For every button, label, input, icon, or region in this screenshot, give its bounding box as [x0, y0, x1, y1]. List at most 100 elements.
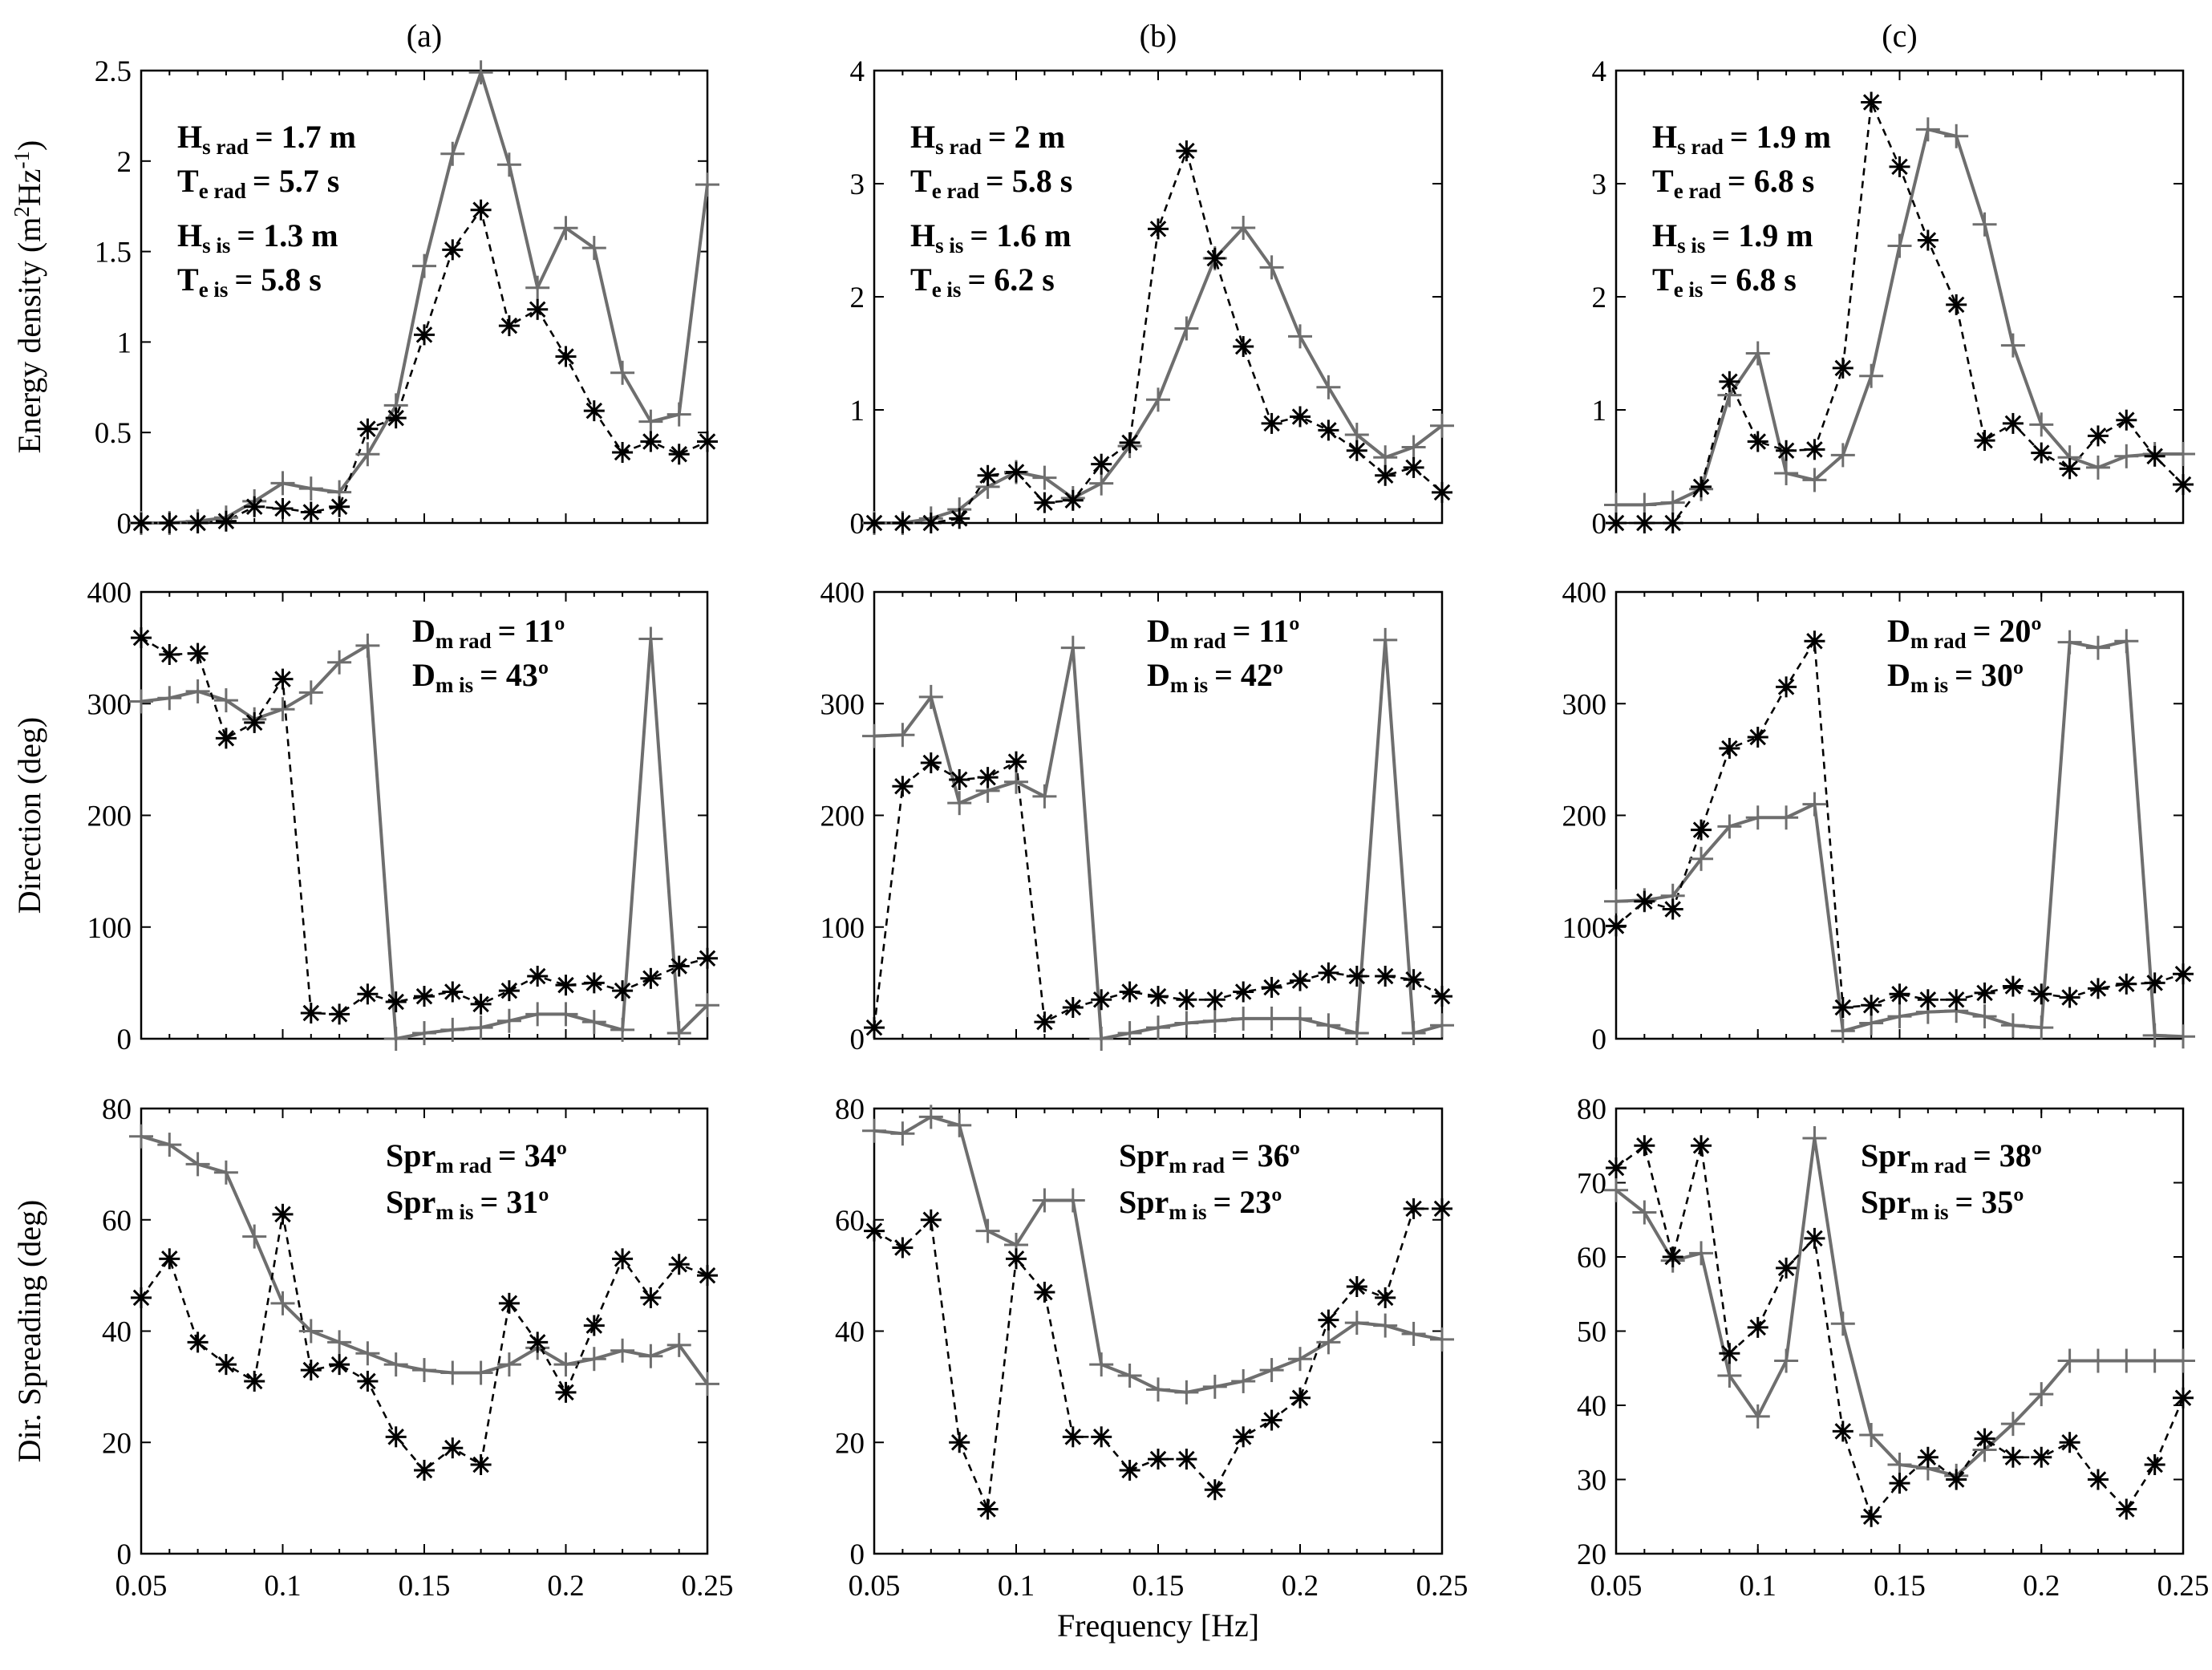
- x-tick-label: 0.25: [682, 1570, 734, 1603]
- is-point-marker: [414, 986, 435, 1007]
- is-point-marker: [1034, 1011, 1055, 1033]
- is-point-marker: [300, 501, 322, 523]
- rad-point-marker: [1288, 1006, 1312, 1031]
- rad-point-marker: [1604, 889, 1628, 914]
- is-point-marker: [1776, 440, 1797, 461]
- is-point-marker: [244, 1370, 265, 1392]
- rad-point-marker: [610, 1338, 635, 1363]
- rad-point-marker: [1146, 1015, 1170, 1040]
- is-point-marker: [131, 1287, 152, 1308]
- y-tick-label: 0: [1592, 508, 1607, 541]
- annotation-line: Hs is = 1.9 m: [1652, 217, 1813, 257]
- rad-point-marker: [1972, 212, 1997, 237]
- is-point-marker: [949, 508, 970, 529]
- rad-point-marker: [1689, 846, 1714, 871]
- rad-point-marker: [666, 1021, 691, 1046]
- rad-point-marker: [185, 679, 210, 703]
- is-point-marker: [131, 627, 152, 649]
- rad-point-marker: [1430, 1327, 1454, 1352]
- rad-point-marker: [918, 1105, 943, 1129]
- y-tick-label: 30: [1577, 1465, 1606, 1498]
- y-axis-label: Energy density (m2Hz-1): [10, 140, 47, 454]
- annotation-line: Dm rad = 11º: [412, 613, 565, 653]
- annotation-line: Hs rad = 1.7 m: [177, 119, 356, 159]
- annotation-line: Dm rad = 11º: [1147, 613, 1299, 653]
- y-tick-label: 0: [117, 1023, 132, 1056]
- is-point-marker: [442, 239, 464, 261]
- is-point-marker: [1261, 976, 1282, 998]
- is-point-marker: [470, 199, 492, 221]
- is-point-marker: [864, 1017, 885, 1039]
- y-tick-label: 3: [850, 168, 865, 201]
- y-tick-label: 200: [1562, 801, 1607, 833]
- y-tick-label: 0: [117, 1538, 132, 1571]
- rad-point-marker: [695, 1372, 719, 1396]
- is-point-marker: [668, 444, 690, 465]
- is-point-marker: [1176, 140, 1197, 162]
- rad-point-marker: [1689, 1241, 1714, 1266]
- x-tick-label: 0.05: [1590, 1570, 1643, 1603]
- annotation-line: Te is = 6.8 s: [1652, 261, 1797, 302]
- rad-point-marker: [1717, 1364, 1742, 1388]
- y-tick-label: 40: [102, 1316, 132, 1349]
- rad-point-marker: [975, 1218, 1000, 1243]
- annotation-line: Sprm is = 31º: [386, 1184, 549, 1224]
- series-line-is: [1615, 638, 2184, 1009]
- rad-point-marker: [1344, 1311, 1369, 1336]
- y-tick-label: 2: [850, 282, 865, 314]
- is-point-marker: [668, 955, 690, 977]
- is-point-marker: [1861, 91, 1882, 113]
- panel-c_row2: 0.05 0.1 0.15 0.2 0.25 20 30 40 50 60 70 80 Sprm rad…: [1577, 1093, 2209, 1603]
- rad-point-marker: [1859, 1423, 1884, 1447]
- rad-point-marker: [327, 1330, 352, 1355]
- rad-point-marker: [2085, 1348, 2110, 1373]
- x-tick-label: 0.15: [399, 1570, 451, 1603]
- x-tick-label: 0.2: [547, 1570, 584, 1603]
- rad-point-marker: [1089, 1027, 1114, 1051]
- is-point-marker: [527, 298, 549, 320]
- is-point-marker: [1290, 406, 1311, 428]
- rad-point-marker: [1660, 490, 1685, 515]
- rad-point-marker: [1401, 1021, 1426, 1046]
- is-point-marker: [1204, 1479, 1226, 1501]
- is-point-marker: [1091, 989, 1112, 1011]
- y-tick-label: 2: [117, 146, 132, 179]
- rad-point-marker: [1146, 1377, 1170, 1402]
- is-point-marker: [977, 767, 999, 788]
- x-tick-label: 0.25: [1416, 1570, 1469, 1603]
- y-tick-label: 400: [87, 577, 132, 610]
- rad-point-marker: [1430, 413, 1454, 438]
- is-point-marker: [697, 431, 718, 452]
- annotation-line: Te rad = 5.7 s: [177, 163, 339, 203]
- rad-point-marker: [383, 1352, 408, 1377]
- series-line-is: [140, 636, 708, 1015]
- annotation-line: Te rad = 5.8 s: [910, 163, 1072, 203]
- is-point-marker: [2002, 1446, 2024, 1468]
- is-point-marker: [244, 496, 265, 517]
- series-line-is: [1615, 1144, 2185, 1519]
- rad-point-marker: [2171, 1024, 2195, 1049]
- rad-point-marker: [2029, 412, 2054, 437]
- x-tick-label: 0.1: [998, 1570, 1035, 1603]
- is-point-marker: [1346, 440, 1367, 461]
- rad-point-marker: [1774, 460, 1799, 485]
- is-point-marker: [2087, 978, 2109, 999]
- is-point-marker: [1776, 676, 1797, 698]
- panel-c_row0: 0 1 2 3 4 Hs rad = 1.9 mTe rad = 6.8 s Hs is = 1.…: [1592, 55, 2195, 541]
- is-point-marker: [2116, 409, 2137, 431]
- rad-point-marker: [468, 1360, 493, 1385]
- is-point-marker: [1889, 983, 1910, 1005]
- rad-point-marker: [1373, 1313, 1398, 1338]
- is-point-marker: [2173, 1387, 2194, 1409]
- is-point-marker: [1432, 986, 1452, 1007]
- rad-point-marker: [355, 442, 380, 467]
- rad-point-marker: [1288, 324, 1312, 349]
- is-point-marker: [300, 1360, 322, 1381]
- rad-point-marker: [1202, 1374, 1227, 1399]
- is-point-marker: [1889, 1473, 1910, 1494]
- is-point-marker: [385, 991, 407, 1013]
- rad-point-marker: [242, 1224, 267, 1249]
- rad-point-marker: [1802, 792, 1827, 817]
- y-tick-label: 2: [1592, 282, 1607, 314]
- is-point-marker: [1634, 1135, 1655, 1157]
